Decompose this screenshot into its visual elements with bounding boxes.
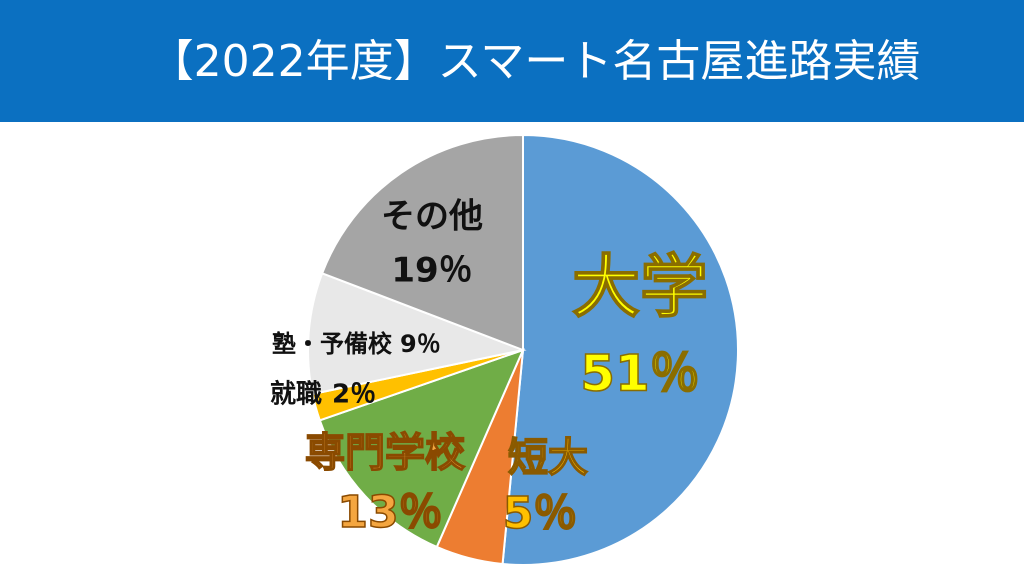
- pie-slice: [501, 133, 739, 566]
- pie-slice: [318, 348, 525, 549]
- slice-label: その他: [381, 197, 483, 237]
- slice-label: 就職: [270, 380, 322, 410]
- title-bar: [0, 0, 1024, 122]
- value-label: 2％: [332, 380, 376, 410]
- pie-slice: [307, 271, 527, 396]
- slice-label: 専門学校: [305, 430, 465, 476]
- chart-title: 【2022年度】スマート名古屋進路実績: [150, 36, 921, 87]
- slice-label: 塾・予備校: [272, 330, 393, 358]
- slice-label: 大学: [572, 249, 708, 328]
- value-label: 5％: [503, 488, 578, 539]
- value-label: 19％: [391, 251, 472, 291]
- slice-label: 短大: [508, 435, 588, 481]
- pie-slice: [320, 133, 524, 352]
- value-label: 9％: [400, 330, 441, 358]
- value-label: 13％: [337, 487, 442, 538]
- value-label: 51％: [580, 345, 700, 403]
